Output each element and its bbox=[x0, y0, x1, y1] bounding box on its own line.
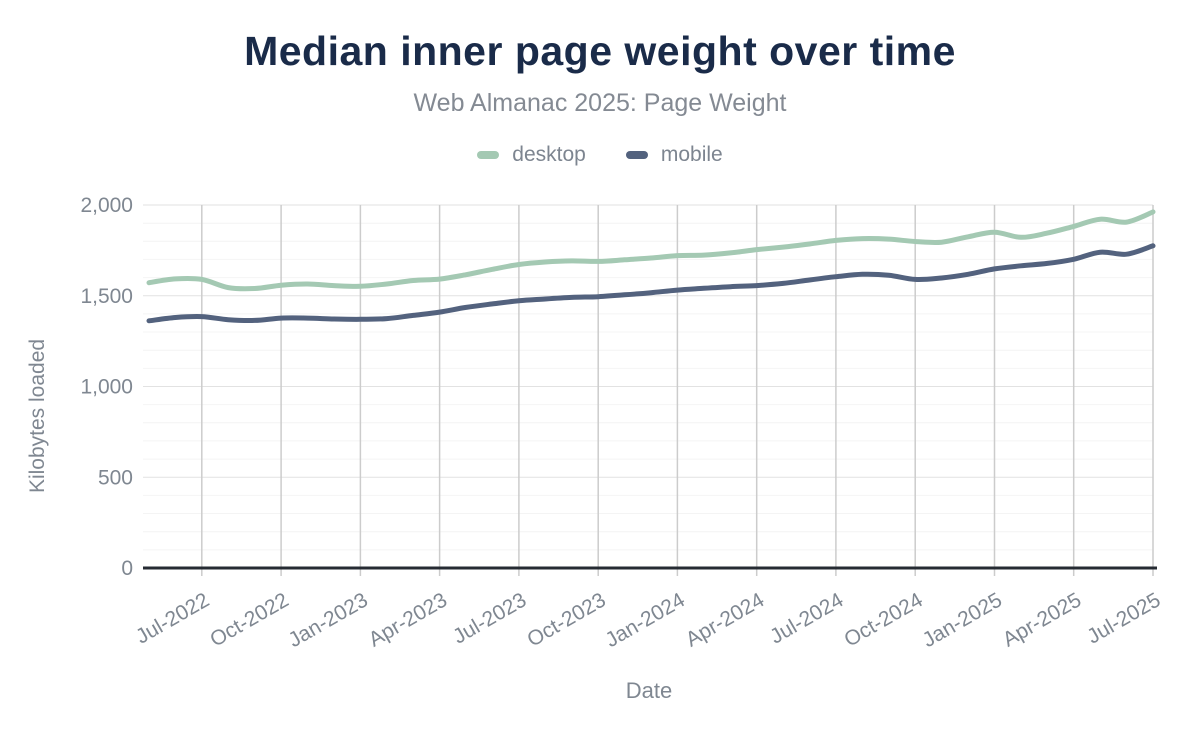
x-axis-title: Date bbox=[625, 678, 673, 703]
series-line-desktop bbox=[146, 209, 1156, 292]
legend-item-desktop[interactable]: desktop bbox=[477, 143, 586, 167]
y-tick-label: 0 bbox=[121, 557, 133, 580]
legend-label-desktop: desktop bbox=[512, 143, 586, 166]
x-tick-label: Oct-2022 bbox=[206, 588, 292, 651]
x-tick-label: Jul-2025 bbox=[1083, 588, 1164, 648]
mobile-series-swatch-icon bbox=[625, 151, 648, 159]
x-tick-label: Apr-2025 bbox=[999, 588, 1085, 651]
chart-title: Median inner page weight over time bbox=[244, 28, 956, 74]
x-tick-label: Jan-2024 bbox=[602, 588, 690, 652]
x-tick-label: Apr-2024 bbox=[682, 588, 769, 651]
x-tick-label: Oct-2024 bbox=[840, 588, 927, 651]
x-tick-label: Jul-2022 bbox=[132, 588, 213, 648]
x-tick-label: Jan-2025 bbox=[919, 588, 1006, 652]
x-tick-label: Oct-2023 bbox=[523, 588, 609, 651]
chart-subtitle: Web Almanac 2025: Page Weight bbox=[413, 89, 787, 117]
desktop-series-swatch-icon bbox=[477, 151, 500, 159]
y-tick-label: 1,000 bbox=[80, 376, 133, 399]
y-tick-label: 1,500 bbox=[80, 285, 133, 308]
legend-label-mobile: mobile bbox=[660, 143, 723, 166]
x-tick-label: Apr-2023 bbox=[365, 588, 451, 651]
series-line-mobile bbox=[146, 243, 1156, 324]
x-tick-label: Jul-2023 bbox=[449, 588, 530, 648]
y-tick-label: 2,000 bbox=[80, 194, 133, 217]
y-axis-title: Kilobytes loaded bbox=[26, 338, 49, 494]
x-tick-label: Jan-2023 bbox=[285, 588, 372, 652]
x-tick-label: Jul-2024 bbox=[766, 588, 848, 648]
legend-item-mobile[interactable]: mobile bbox=[625, 143, 723, 167]
y-tick-label: 500 bbox=[98, 466, 133, 489]
legend: desktop mobile bbox=[0, 143, 1200, 167]
